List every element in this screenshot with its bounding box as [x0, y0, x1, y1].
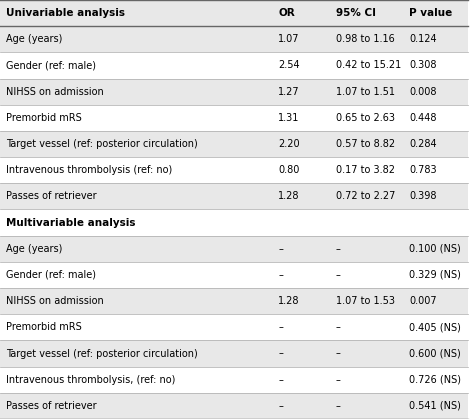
Text: 1.07 to 1.53: 1.07 to 1.53 — [336, 296, 395, 306]
Text: 1.31: 1.31 — [278, 113, 300, 123]
Text: Passes of retriever: Passes of retriever — [6, 191, 97, 202]
Text: OR: OR — [278, 8, 295, 18]
Text: –: – — [336, 375, 341, 385]
Text: –: – — [278, 244, 283, 254]
Text: Age (years): Age (years) — [6, 34, 63, 44]
Text: P value: P value — [410, 8, 453, 18]
Text: 1.28: 1.28 — [278, 296, 300, 306]
Text: 0.100 (NS): 0.100 (NS) — [410, 244, 461, 254]
Bar — [0, 26, 468, 52]
Text: 0.405 (NS): 0.405 (NS) — [410, 322, 461, 332]
Text: –: – — [336, 322, 341, 332]
Text: –: – — [278, 270, 283, 280]
Text: 0.329 (NS): 0.329 (NS) — [410, 270, 461, 280]
Bar — [0, 288, 468, 314]
Text: Gender (ref: male): Gender (ref: male) — [6, 60, 96, 70]
Text: Premorbid mRS: Premorbid mRS — [6, 322, 82, 332]
Text: –: – — [278, 322, 283, 332]
Text: –: – — [336, 349, 341, 359]
Text: Age (years): Age (years) — [6, 244, 63, 254]
Text: 1.07: 1.07 — [278, 34, 300, 44]
Bar — [0, 105, 468, 131]
Text: –: – — [336, 244, 341, 254]
Text: –: – — [278, 375, 283, 385]
Text: Target vessel (ref: posterior circulation): Target vessel (ref: posterior circulatio… — [6, 349, 198, 359]
Text: Target vessel (ref: posterior circulation): Target vessel (ref: posterior circulatio… — [6, 139, 198, 149]
Text: Premorbid mRS: Premorbid mRS — [6, 113, 82, 123]
Text: –: – — [278, 401, 283, 411]
Text: 0.17 to 3.82: 0.17 to 3.82 — [336, 165, 395, 175]
Text: 0.600 (NS): 0.600 (NS) — [410, 349, 461, 359]
Bar — [0, 79, 468, 105]
Bar — [0, 0, 468, 26]
Text: 0.57 to 8.82: 0.57 to 8.82 — [336, 139, 395, 149]
Text: 0.124: 0.124 — [410, 34, 437, 44]
Bar — [0, 157, 468, 184]
Bar — [0, 235, 468, 262]
Bar — [0, 184, 468, 210]
Text: 0.726 (NS): 0.726 (NS) — [410, 375, 461, 385]
Text: Intravenous thrombolysis, (ref: no): Intravenous thrombolysis, (ref: no) — [6, 375, 175, 385]
Text: –: – — [336, 401, 341, 411]
Text: 0.284: 0.284 — [410, 139, 437, 149]
Text: 0.007: 0.007 — [410, 296, 437, 306]
Text: 0.98 to 1.16: 0.98 to 1.16 — [336, 34, 395, 44]
Text: Intravenous thrombolysis (ref: no): Intravenous thrombolysis (ref: no) — [6, 165, 173, 175]
Text: 0.42 to 15.21: 0.42 to 15.21 — [336, 60, 401, 70]
Text: NIHSS on admission: NIHSS on admission — [6, 87, 104, 97]
Bar — [0, 393, 468, 419]
Bar — [0, 340, 468, 367]
Text: 0.541 (NS): 0.541 (NS) — [410, 401, 461, 411]
Text: –: – — [336, 270, 341, 280]
Text: 0.308: 0.308 — [410, 60, 437, 70]
Text: 1.07 to 1.51: 1.07 to 1.51 — [336, 87, 395, 97]
Text: 0.65 to 2.63: 0.65 to 2.63 — [336, 113, 395, 123]
Text: 0.72 to 2.27: 0.72 to 2.27 — [336, 191, 395, 202]
Text: –: – — [278, 349, 283, 359]
Text: 1.28: 1.28 — [278, 191, 300, 202]
Bar — [0, 52, 468, 79]
Text: 2.20: 2.20 — [278, 139, 300, 149]
Text: 0.398: 0.398 — [410, 191, 437, 202]
Text: 95% CI: 95% CI — [336, 8, 376, 18]
Text: Gender (ref: male): Gender (ref: male) — [6, 270, 96, 280]
Text: 0.448: 0.448 — [410, 113, 437, 123]
Bar — [0, 210, 468, 235]
Bar — [0, 367, 468, 393]
Text: Multivariable analysis: Multivariable analysis — [6, 217, 136, 228]
Bar — [0, 131, 468, 157]
Text: 2.54: 2.54 — [278, 60, 300, 70]
Text: Univariable analysis: Univariable analysis — [6, 8, 125, 18]
Text: 0.008: 0.008 — [410, 87, 437, 97]
Text: 0.783: 0.783 — [410, 165, 437, 175]
Text: 1.27: 1.27 — [278, 87, 300, 97]
Text: 0.80: 0.80 — [278, 165, 300, 175]
Text: NIHSS on admission: NIHSS on admission — [6, 296, 104, 306]
Bar — [0, 262, 468, 288]
Bar — [0, 314, 468, 340]
Text: Passes of retriever: Passes of retriever — [6, 401, 97, 411]
